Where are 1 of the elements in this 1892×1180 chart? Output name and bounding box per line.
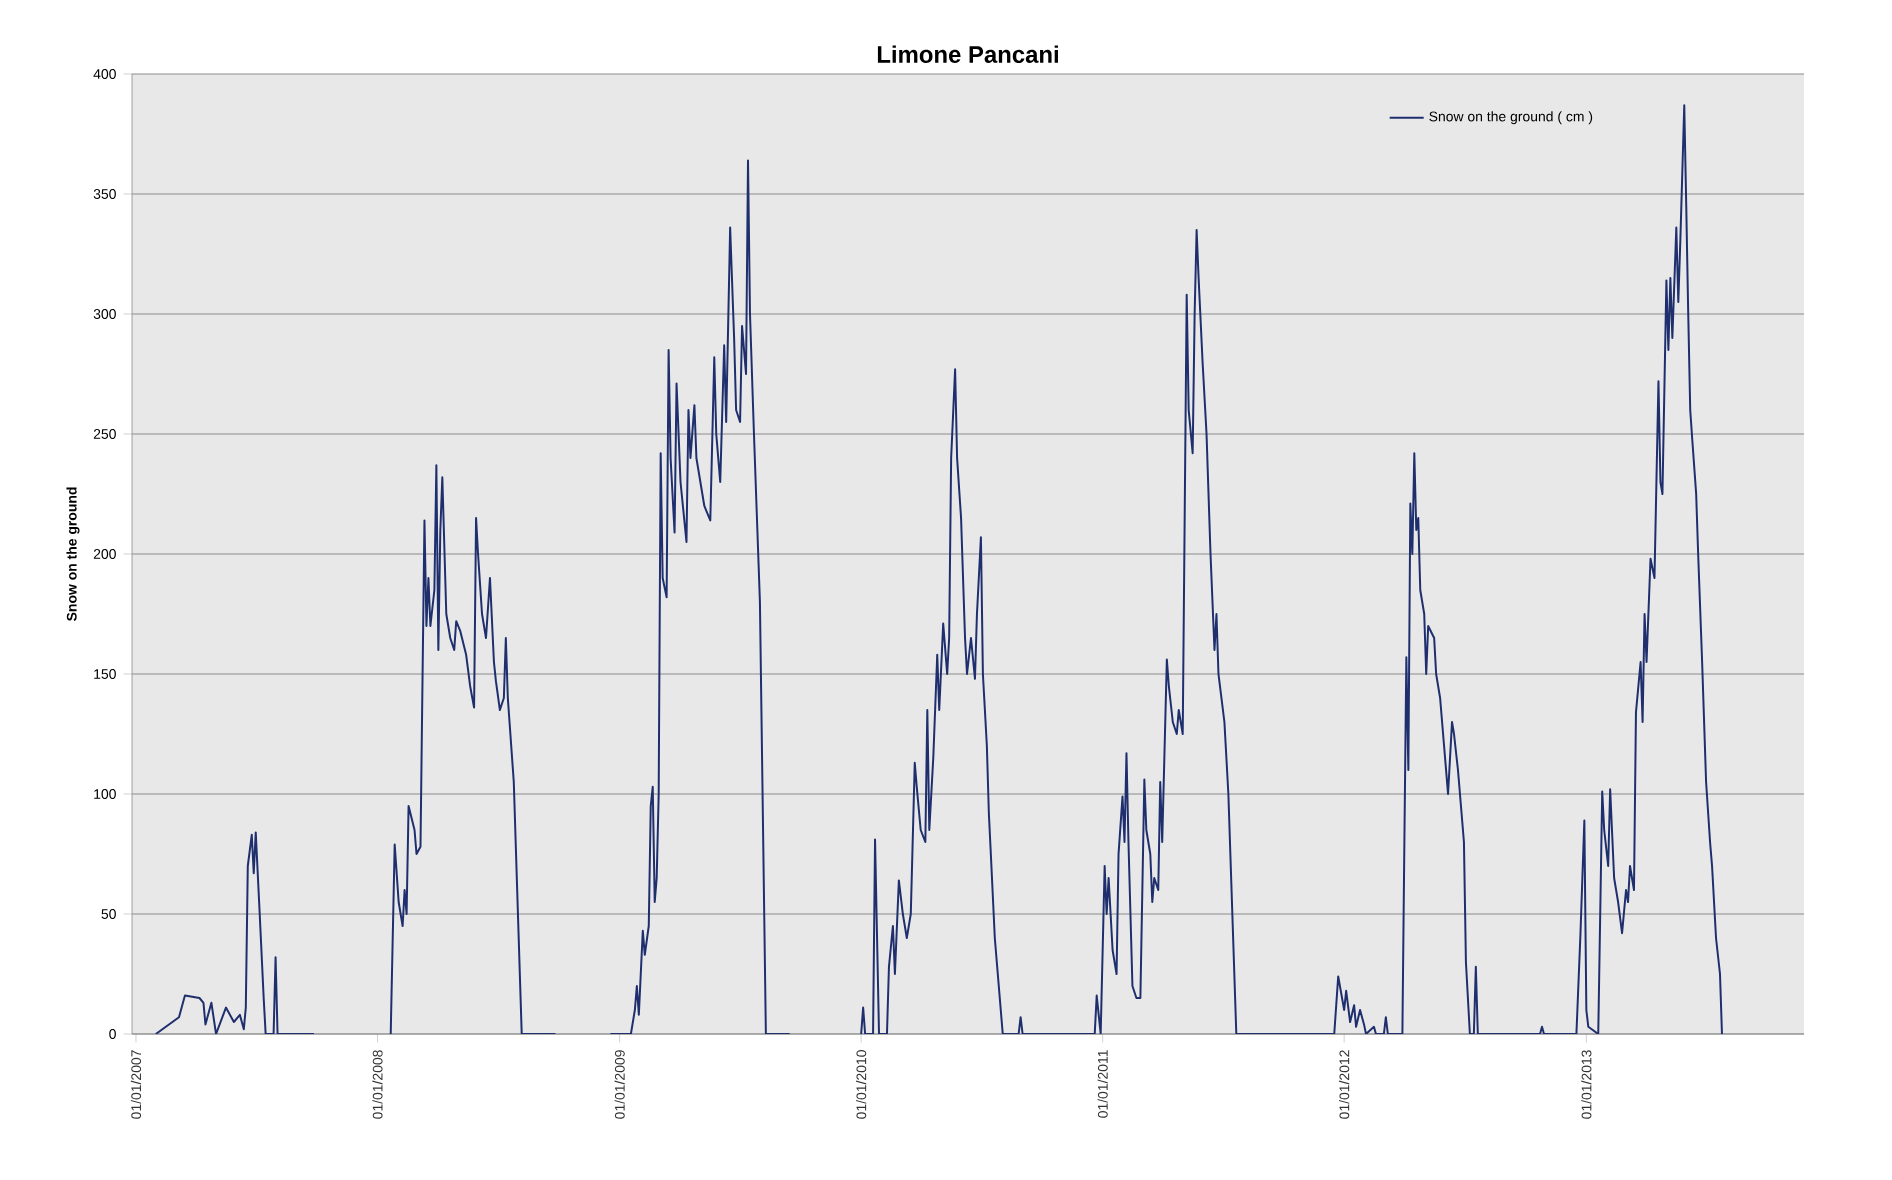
- chart-title: Limone Pancani: [877, 45, 1058, 63]
